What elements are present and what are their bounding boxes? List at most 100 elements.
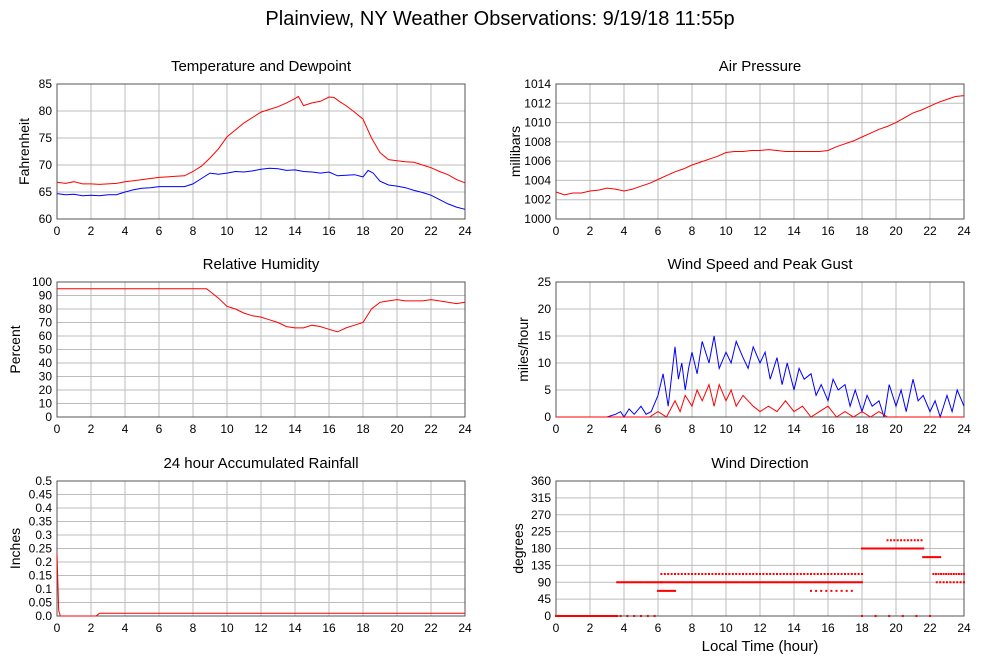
direction-point-174	[837, 581, 840, 584]
direction-point-329	[934, 573, 937, 575]
direction-point-229	[796, 573, 799, 575]
wind-xtick-label-4: 8	[689, 422, 696, 436]
direction-xtick-label-0: 0	[553, 621, 560, 635]
direction-point-339	[960, 573, 963, 575]
direction-ytick-label-0: 0	[544, 609, 551, 623]
direction-point-241	[837, 573, 840, 575]
humidity-ytick-label-7: 70	[39, 316, 53, 330]
direction-point-77	[672, 581, 675, 584]
direction-point-307	[889, 539, 892, 542]
direction-point-66	[633, 615, 636, 617]
temp-ytick-label-0: 60	[39, 212, 53, 226]
direction-point-136	[772, 581, 775, 584]
direction-point-44	[628, 581, 631, 584]
direction-point-154	[803, 581, 806, 584]
direction-point-80	[677, 581, 680, 584]
direction-point-42	[624, 581, 627, 584]
direction-point-137	[774, 581, 777, 584]
direction-point-128	[759, 581, 761, 584]
direction-point-220	[765, 573, 768, 575]
direction-point-73	[665, 581, 668, 584]
direction-point-236	[820, 573, 823, 575]
direction-point-10	[572, 615, 574, 617]
direction-point-300	[913, 547, 916, 550]
direction-point-26	[599, 615, 602, 617]
direction-point-132	[765, 581, 768, 584]
direction-point-65	[626, 615, 629, 617]
direction-ytick-label-7: 315	[531, 491, 551, 505]
rain-ytick-label-5: 0.25	[29, 542, 53, 556]
direction-point-311	[903, 539, 906, 542]
direction-point-247	[857, 573, 860, 575]
pressure-chart-title: Air Pressure	[719, 58, 802, 75]
direction-point-84	[684, 581, 687, 584]
rain-xtick-label-6: 12	[254, 621, 268, 635]
direction-point-175	[838, 581, 841, 584]
direction-point-308	[893, 539, 896, 542]
humidity-ytick-label-10: 100	[32, 275, 52, 289]
direction-point-159	[811, 581, 814, 584]
direction-point-29	[604, 615, 607, 617]
temp-xtick-label-8: 16	[322, 224, 336, 238]
direction-point-240	[833, 573, 836, 575]
direction-point-333	[945, 573, 948, 575]
direction-point-155	[804, 581, 807, 584]
direction-point-270	[862, 547, 865, 550]
direction-point-70	[660, 581, 663, 584]
direction-point-267	[845, 589, 848, 592]
direction-point-81	[679, 581, 682, 584]
direction-point-306	[886, 539, 889, 542]
wind-xtick-label-5: 10	[719, 422, 733, 436]
direction-xtick-label-1: 2	[587, 621, 594, 635]
direction-point-305	[922, 547, 925, 550]
wind-xtick-label-7: 14	[787, 422, 801, 436]
rain-ytick-label-3: 0.15	[29, 569, 53, 583]
direction-point-143	[784, 581, 787, 584]
direction-point-9	[570, 615, 573, 617]
pressure-xtick-label-7: 14	[787, 224, 801, 238]
direction-point-167	[825, 581, 828, 584]
direction-point-313	[910, 539, 913, 542]
rain-ytick-label-7: 0.35	[29, 515, 53, 529]
direction-point-37	[616, 581, 619, 584]
temp-xtick-label-11: 22	[424, 224, 438, 238]
direction-xtick-label-10: 20	[889, 621, 903, 635]
wind-ytick-label-1: 5	[544, 383, 551, 397]
page-title: Plainview, NY Weather Observations: 9/19…	[265, 8, 735, 30]
direction-point-109	[726, 581, 729, 584]
direction-point-129	[760, 581, 763, 584]
direction-ytick-label-5: 225	[531, 525, 551, 539]
direction-point-90	[694, 581, 697, 584]
direction-point-59	[653, 581, 656, 584]
pressure-xtick-label-9: 18	[855, 224, 869, 238]
direction-point-91	[696, 581, 699, 584]
direction-point-239	[830, 573, 833, 575]
direction-point-210	[731, 573, 734, 575]
temp-ytick-label-5: 85	[39, 77, 53, 91]
direction-point-27	[600, 615, 603, 617]
direction-point-296	[906, 547, 909, 550]
wind-xtick-label-2: 4	[621, 422, 628, 436]
direction-point-125	[753, 581, 756, 584]
direction-point-200	[697, 573, 700, 575]
direction-point-101	[713, 581, 716, 584]
direction-point-251	[660, 589, 663, 592]
direction-point-254	[665, 589, 668, 592]
direction-point-323	[932, 556, 935, 559]
direction-point-264	[830, 589, 833, 592]
direction-point-2	[558, 615, 561, 617]
temp-xtick-label-4: 8	[190, 224, 197, 238]
direction-point-286	[889, 547, 892, 550]
direction-point-199	[694, 573, 697, 575]
direction-point-106	[721, 581, 724, 584]
direction-point-177	[842, 581, 845, 584]
direction-point-319	[925, 556, 928, 559]
direction-point-203	[708, 573, 710, 575]
direction-point-198	[691, 573, 693, 575]
direction-point-190	[663, 573, 666, 575]
direction-point-99	[709, 581, 712, 584]
direction-point-166	[823, 581, 826, 584]
humidity-series-0-line	[57, 288, 466, 333]
direction-ytick-label-6: 270	[531, 508, 551, 522]
direction-point-31	[607, 615, 610, 617]
